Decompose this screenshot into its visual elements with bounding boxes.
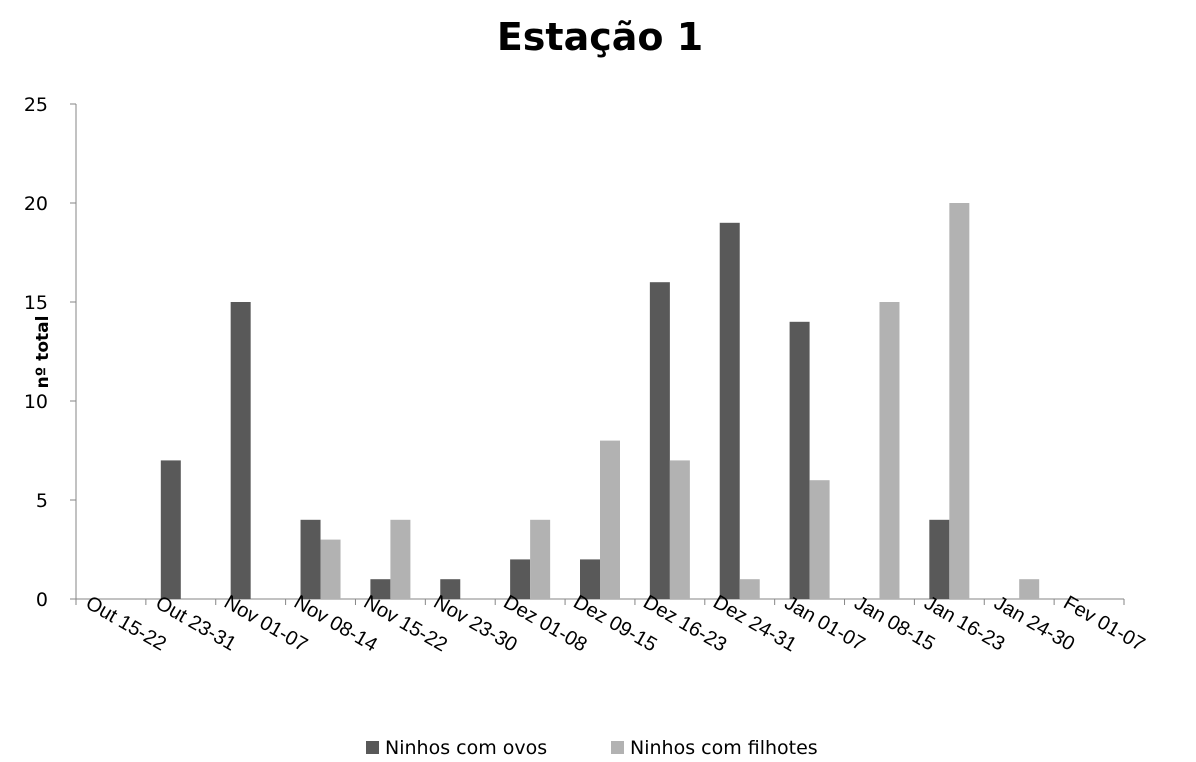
bar-ninhos-com-filhotes [600, 440, 620, 599]
bar-ninhos-com-filhotes [739, 579, 760, 599]
y-tick-label: 20 [24, 193, 48, 215]
y-tick-label: 5 [36, 490, 48, 512]
bar-ninhos-com-ovos [230, 302, 251, 599]
y-tick-label: 15 [24, 292, 48, 314]
bar-ninhos-com-filhotes [879, 302, 900, 599]
chart-title: Estação 1 [497, 15, 703, 59]
bar-ninhos-com-filhotes [390, 519, 411, 599]
legend-swatch [366, 741, 379, 754]
bar-ninhos-com-filhotes [530, 519, 551, 599]
y-tick-label: 0 [36, 589, 48, 611]
bar-ninhos-com-filhotes [320, 539, 341, 599]
bar-ninhos-com-filhotes [809, 480, 830, 599]
y-axis-label: nº total [33, 316, 53, 389]
bar-ninhos-com-filhotes [1019, 579, 1040, 599]
bar-ninhos-com-ovos [370, 579, 391, 599]
legend: Ninhos com ovos Ninhos com filhotes [366, 737, 818, 759]
legend-label: Ninhos com filhotes [630, 737, 818, 759]
bar-ninhos-com-ovos [789, 321, 810, 599]
bar-ninhos-com-ovos [160, 460, 181, 599]
bar-ninhos-com-ovos [719, 222, 740, 600]
bar-ninhos-com-filhotes [669, 460, 690, 599]
bar-ninhos-com-ovos [510, 559, 531, 599]
bar-ninhos-com-ovos [300, 519, 321, 599]
y-tick-label: 25 [24, 94, 48, 116]
legend-swatch [611, 741, 624, 754]
legend-label: Ninhos com ovos [385, 737, 547, 759]
bar-ninhos-com-ovos [580, 559, 600, 599]
bar-ninhos-com-filhotes [949, 203, 970, 599]
bar-ninhos-com-ovos [440, 579, 461, 599]
bar-ninhos-com-ovos [929, 519, 950, 599]
x-tick-label: Fev 01-07 [1060, 592, 1149, 656]
bar-ninhos-com-ovos [649, 282, 670, 599]
y-tick-label: 10 [24, 391, 48, 413]
